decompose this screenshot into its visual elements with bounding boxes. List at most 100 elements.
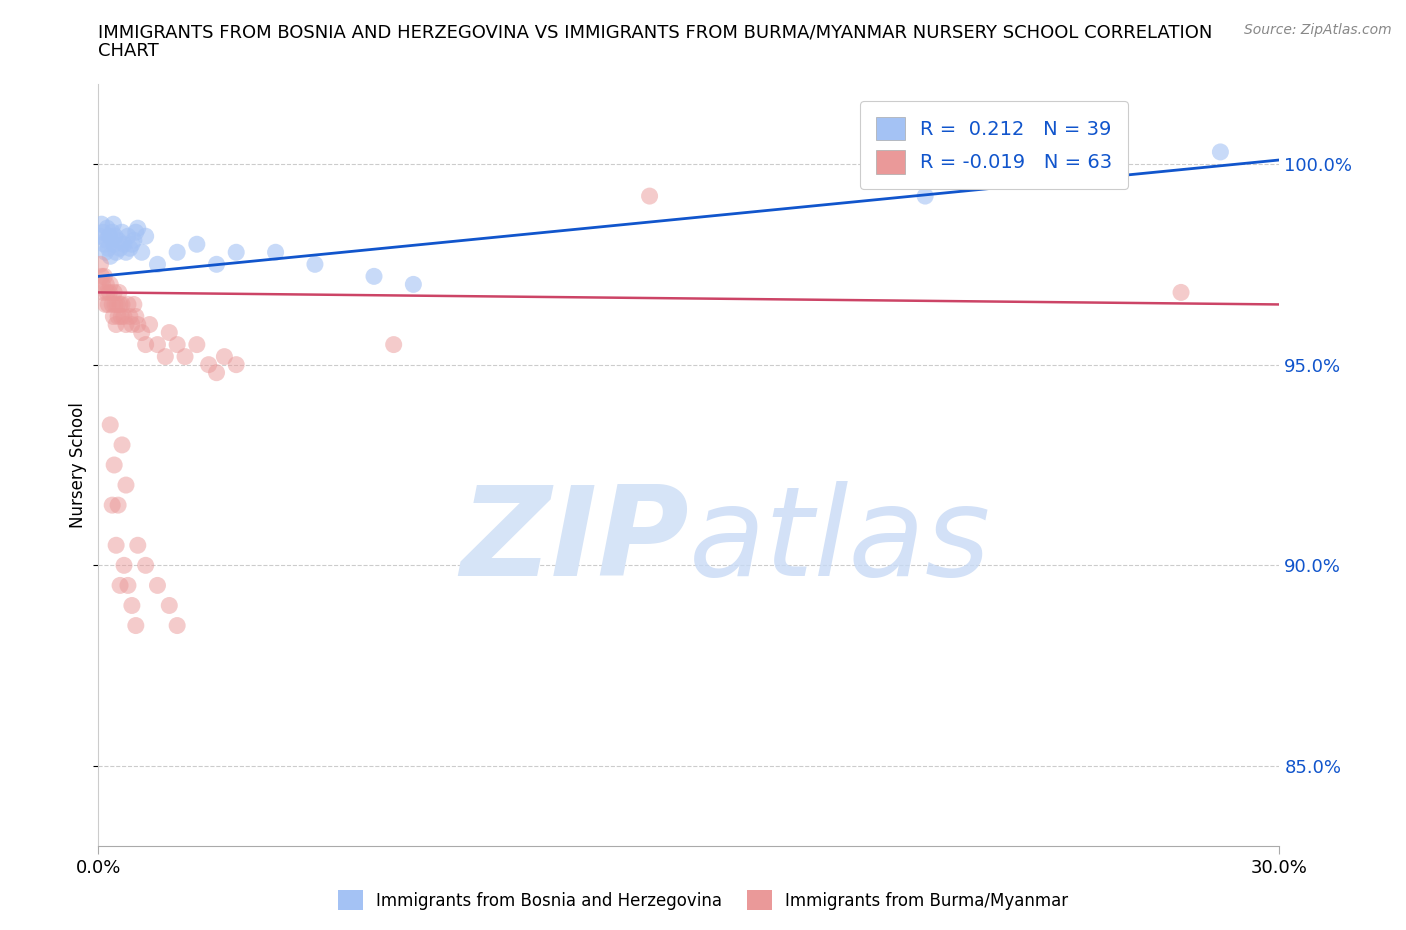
Point [101,225,124,240]
Point [121,598,143,613]
Point [97,241,120,256]
Text: Source: ZipAtlas.com: Source: ZipAtlas.com [1244,23,1392,37]
Point [131,326,153,340]
Point [264,245,287,259]
Point [90,269,112,284]
Point [103,458,125,472]
Point [89,257,111,272]
Legend: Immigrants from Bosnia and Herzegovina, Immigrants from Burma/Myanmar: Immigrants from Bosnia and Herzegovina, … [330,884,1076,917]
Point [96,220,118,235]
Point [112,237,135,252]
Point [105,297,128,312]
Point [125,618,148,633]
Point [107,309,129,324]
Point [111,225,134,240]
Point [104,229,127,244]
Point [121,237,143,252]
Point [146,338,169,352]
Point [197,357,219,372]
Point [1209,144,1232,159]
Point [125,309,148,324]
Point [97,297,120,312]
Point [205,365,228,380]
Point [135,558,157,573]
Point [96,285,118,299]
Point [93,269,115,284]
Point [115,317,138,332]
Point [98,229,121,244]
Point [118,241,141,256]
Point [117,578,139,592]
Point [122,232,145,247]
Point [91,225,114,240]
Point [131,245,153,259]
Point [914,189,936,204]
Point [98,418,121,432]
Text: ZIP: ZIP [460,481,689,602]
Point [96,232,118,247]
Point [157,326,180,340]
Point [214,349,236,364]
Point [402,277,425,292]
Point [103,309,125,324]
Point [105,317,128,332]
Point [103,217,125,232]
Point [101,297,124,312]
Legend: R =  0.212   N = 39, R = -0.019   N = 63: R = 0.212 N = 39, R = -0.019 N = 63 [860,101,1128,190]
Point [146,578,169,592]
Point [117,297,139,312]
Point [138,317,160,332]
Point [108,241,131,256]
Point [121,317,143,332]
Text: IMMIGRANTS FROM BOSNIA AND HERZEGOVINA VS IMMIGRANTS FROM BURMA/MYANMAR NURSERY : IMMIGRANTS FROM BOSNIA AND HERZEGOVINA V… [98,23,1213,41]
Point [112,309,135,324]
Point [91,285,114,299]
Point [363,269,385,284]
Point [89,229,111,244]
Point [125,225,148,240]
Point [103,285,125,299]
Point [105,245,128,259]
Point [103,237,125,252]
Point [90,217,112,232]
Point [107,232,129,247]
Point [110,309,132,324]
Point [101,498,124,512]
Point [118,309,141,324]
Point [98,277,121,292]
Point [225,357,247,372]
Point [127,317,149,332]
Point [105,538,128,552]
Point [91,277,114,292]
Point [186,237,208,252]
Point [157,598,180,613]
Point [146,257,169,272]
Point [186,338,208,352]
Point [108,578,131,592]
Point [96,277,118,292]
Point [127,538,149,552]
Point [115,478,138,493]
Point [93,237,115,252]
Point [107,498,129,512]
Point [111,297,134,312]
Point [98,285,121,299]
Point [166,245,188,259]
Point [166,618,188,633]
Point [205,257,228,272]
Y-axis label: Nursery School: Nursery School [69,402,87,528]
Point [174,349,197,364]
Point [127,220,149,235]
Point [94,245,117,259]
Point [304,257,326,272]
Point [108,285,131,299]
Point [382,338,405,352]
Point [104,297,127,312]
Point [111,437,134,452]
Point [112,558,135,573]
Point [117,229,139,244]
Point [122,297,145,312]
Point [115,245,138,259]
Point [98,249,121,264]
Point [155,349,177,364]
